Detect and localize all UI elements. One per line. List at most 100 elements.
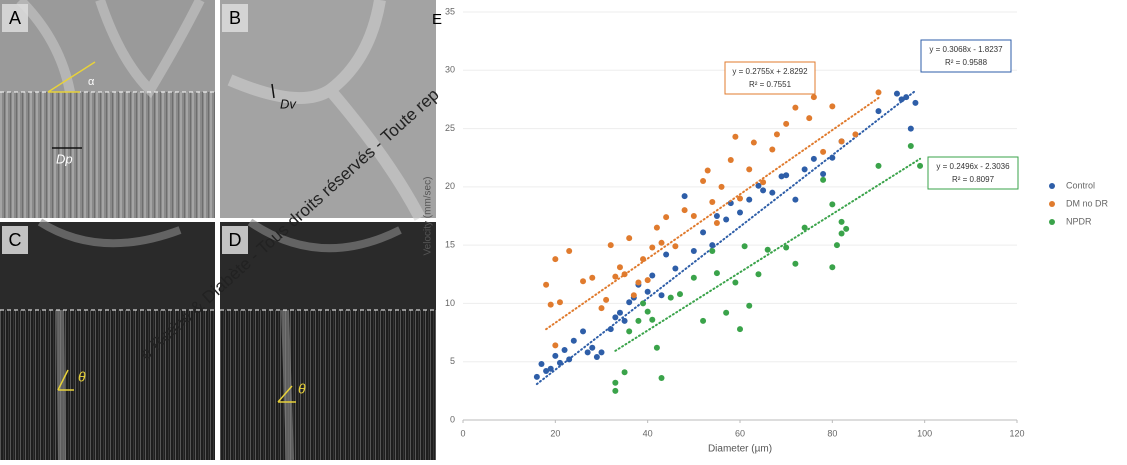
- panel-d: [220, 218, 436, 461]
- point: [773, 131, 780, 138]
- point: [746, 166, 753, 173]
- point: [829, 103, 836, 110]
- point: [649, 316, 656, 323]
- y-tick-label: 35: [445, 6, 455, 16]
- point: [612, 314, 619, 321]
- point: [907, 143, 914, 150]
- point: [792, 260, 799, 267]
- point: [593, 354, 600, 361]
- point: [630, 292, 637, 299]
- y-tick-label: 25: [445, 123, 455, 133]
- panel-c: [0, 218, 215, 461]
- point: [917, 162, 924, 169]
- point: [644, 277, 651, 284]
- legend-marker: [1049, 183, 1055, 189]
- y-tick-label: 15: [445, 240, 455, 250]
- point: [755, 271, 762, 278]
- point: [783, 172, 790, 179]
- point: [538, 361, 545, 368]
- point: [783, 244, 790, 251]
- point: [552, 256, 559, 263]
- point: [838, 230, 845, 237]
- point: [700, 229, 707, 236]
- y-tick-label: 10: [445, 298, 455, 308]
- point: [760, 187, 767, 194]
- point: [713, 270, 720, 277]
- point: [746, 196, 753, 203]
- trendline: [535, 89, 917, 386]
- trend-equation: y = 0.3068x - 1.8237: [929, 45, 1003, 54]
- point: [801, 166, 808, 173]
- y-tick-label: 5: [450, 356, 455, 366]
- point: [612, 387, 619, 394]
- trendline: [545, 96, 880, 331]
- point: [769, 146, 776, 153]
- panel-a: [0, 0, 215, 218]
- point: [829, 201, 836, 208]
- trend-equation: y = 0.2496x - 2.3036: [936, 162, 1010, 171]
- point: [658, 292, 665, 299]
- point: [616, 309, 623, 316]
- point: [658, 375, 665, 382]
- x-tick-label: 60: [735, 428, 745, 438]
- point: [570, 337, 577, 344]
- point: [667, 294, 674, 301]
- point: [649, 272, 656, 279]
- point: [690, 213, 697, 219]
- panel-label: C: [9, 230, 22, 250]
- point: [607, 242, 614, 249]
- point: [912, 99, 919, 106]
- point: [755, 182, 762, 189]
- point: [676, 291, 683, 298]
- point: [704, 167, 711, 174]
- angle-label: θ: [298, 381, 306, 397]
- point: [547, 301, 554, 308]
- point: [626, 328, 633, 335]
- point: [653, 344, 660, 351]
- point: [552, 342, 559, 349]
- point: [621, 369, 628, 376]
- panel-label: B: [229, 8, 241, 28]
- point: [533, 373, 540, 380]
- point: [820, 171, 827, 178]
- point: [709, 247, 716, 254]
- x-tick-label: 40: [643, 428, 653, 438]
- point: [603, 296, 610, 303]
- point: [658, 239, 665, 246]
- point: [616, 264, 623, 271]
- point: [635, 317, 642, 324]
- point: [598, 305, 605, 312]
- point: [681, 207, 688, 214]
- point: [732, 279, 739, 286]
- point: [746, 302, 753, 309]
- point: [598, 349, 605, 356]
- trend-r2: R² = 0.8097: [952, 175, 995, 184]
- point: [727, 157, 734, 164]
- x-tick-label: 100: [917, 428, 932, 438]
- point: [681, 193, 688, 200]
- legend-label: Control: [1066, 180, 1095, 190]
- point: [690, 247, 697, 254]
- point: [663, 251, 670, 258]
- point: [700, 317, 707, 324]
- point: [750, 139, 757, 146]
- point: [829, 264, 836, 271]
- diameter-label: Dp: [56, 151, 73, 166]
- point: [690, 274, 697, 281]
- point: [737, 326, 743, 333]
- point: [653, 224, 660, 231]
- y-tick-label: 0: [450, 414, 455, 424]
- point: [713, 213, 720, 219]
- point: [732, 133, 739, 140]
- point: [792, 196, 799, 203]
- point: [723, 216, 730, 223]
- point: [612, 273, 619, 280]
- point: [801, 224, 808, 231]
- point: [741, 243, 748, 250]
- x-tick-label: 20: [550, 428, 560, 438]
- point: [820, 176, 827, 183]
- point: [612, 379, 619, 386]
- point: [898, 96, 905, 103]
- point: [589, 344, 596, 351]
